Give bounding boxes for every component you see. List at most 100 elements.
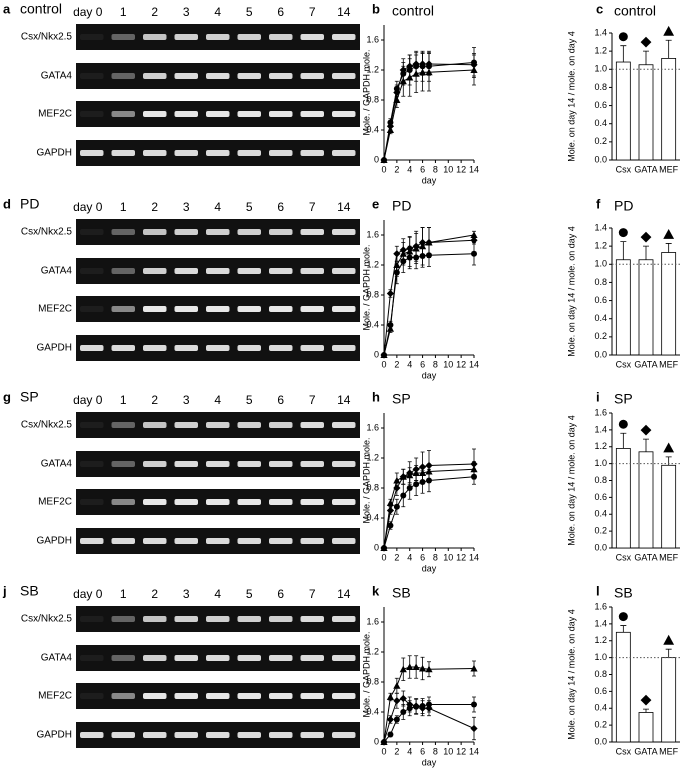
y-tick-label: 0.0 [594, 736, 607, 746]
x-tick-label: 0 [381, 746, 386, 756]
gel-band [269, 616, 293, 622]
gel-band [143, 693, 167, 699]
gel-band [300, 693, 324, 699]
series-line [383, 253, 475, 356]
marker [412, 663, 420, 670]
x-tick-label: MEF [659, 164, 679, 174]
y-tick-label: 0 [374, 542, 379, 552]
gene-label: GAPDH [36, 730, 72, 741]
category-marker [663, 442, 675, 453]
marker [380, 544, 388, 551]
gel-band [143, 150, 167, 156]
gel-band [80, 150, 104, 156]
error-bar [665, 39, 672, 59]
marker [406, 73, 414, 81]
y-tick-label: 1.0 [594, 259, 607, 269]
y-tick-label: 0.4 [366, 124, 379, 134]
gel-band [80, 306, 104, 312]
gel-band [206, 616, 230, 622]
category-marker [663, 634, 675, 645]
gel-band [300, 732, 324, 738]
y-tick-label: 0.8 [594, 475, 607, 485]
gel-band [269, 538, 293, 544]
gel-band [300, 34, 324, 40]
lane-label: 4 [214, 587, 221, 601]
x-tick-label: 2 [394, 552, 399, 562]
bar [615, 259, 631, 356]
gel-band [174, 306, 198, 312]
lane-label: 3 [183, 200, 190, 214]
marker [386, 715, 395, 724]
marker [471, 701, 477, 708]
gel-band [174, 732, 198, 738]
gel-band [269, 461, 293, 467]
category-marker [618, 32, 628, 42]
gel-band [237, 422, 261, 428]
lane-label: 7 [309, 5, 316, 19]
x-tick-label: 12 [456, 552, 466, 562]
marker [393, 716, 400, 723]
y-tick-label: 0.8 [594, 82, 607, 92]
gel-band [143, 345, 167, 351]
x-tick-label: GATA [634, 164, 657, 174]
marker [418, 242, 427, 250]
gel-band [237, 229, 261, 235]
gel-band [111, 345, 135, 351]
gel-band [174, 616, 198, 622]
gel-band [80, 461, 104, 467]
x-tick-label: GATA [634, 746, 657, 756]
gel-band [143, 268, 167, 274]
x-tick-label: 12 [456, 746, 466, 756]
y-tick-label: 1.6 [366, 34, 379, 44]
marker [418, 68, 427, 76]
y-tick-label: 1.6 [594, 407, 607, 417]
gel-band [237, 111, 261, 117]
lane-label: day 0 [73, 393, 103, 407]
error-bar [620, 625, 627, 633]
error-bar [620, 241, 627, 260]
gel-band [206, 732, 230, 738]
gel-band [206, 499, 230, 505]
error-bar [620, 45, 627, 63]
gene-label: Csx/Nkx2.5 [21, 420, 73, 431]
marker [386, 506, 395, 515]
gene-label: GAPDH [36, 343, 72, 354]
error-bar [665, 648, 672, 658]
gel-band [111, 538, 135, 544]
y-tick-label: 0.8 [366, 482, 379, 492]
lane-label: 1 [120, 200, 127, 214]
y-tick-label: 0 [374, 736, 379, 746]
marker [425, 238, 433, 246]
marker [412, 702, 420, 710]
gel-band [269, 268, 293, 274]
gene-label: Csx/Nkx2.5 [21, 227, 73, 238]
lane-label: 2 [151, 393, 158, 407]
lane-label: 3 [183, 393, 190, 407]
gel-band [237, 34, 261, 40]
panel-letter: f [596, 196, 601, 211]
lane-label: 1 [120, 5, 127, 19]
x-tick-label: 8 [433, 746, 438, 756]
x-tick-label: 4 [407, 746, 412, 756]
lane-label: 14 [337, 393, 351, 407]
x-tick-label: 8 [433, 552, 438, 562]
gel-band [206, 73, 230, 79]
panel-letter: g [3, 389, 11, 404]
gel-band [174, 345, 198, 351]
gel-band [143, 538, 167, 544]
panel-letter: k [372, 583, 380, 598]
y-tick-label: 1.6 [366, 422, 379, 432]
gene-label: MEF2C [38, 691, 72, 702]
gene-label: GATA4 [41, 266, 73, 277]
y-tick-label: 0.2 [594, 720, 607, 730]
gene-label: Csx/Nkx2.5 [21, 32, 73, 43]
gel-band [80, 693, 104, 699]
error-bar [620, 432, 627, 449]
error-bar [665, 243, 672, 253]
gel-band [143, 655, 167, 661]
gel-band [80, 268, 104, 274]
gel-band [80, 732, 104, 738]
gel-band [300, 538, 324, 544]
panel-letter: h [372, 389, 380, 404]
category-marker [640, 694, 652, 706]
